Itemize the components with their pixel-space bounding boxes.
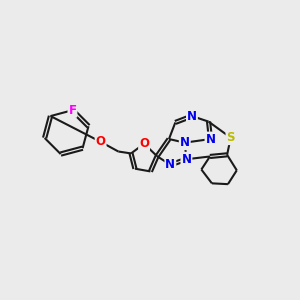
Text: F: F [68, 104, 76, 117]
Text: N: N [182, 153, 191, 166]
Text: O: O [139, 137, 149, 150]
Text: N: N [180, 136, 190, 149]
Text: N: N [187, 110, 197, 123]
Text: O: O [96, 135, 106, 148]
Text: N: N [165, 158, 176, 171]
Text: S: S [226, 131, 235, 144]
Text: N: N [206, 133, 215, 146]
